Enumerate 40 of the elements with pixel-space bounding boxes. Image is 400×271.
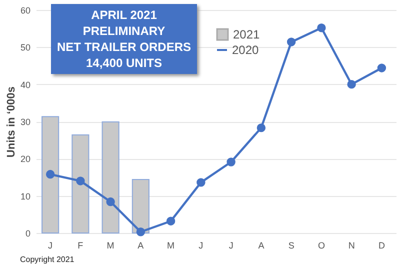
bar [42,116,60,234]
x-tick-label: D [378,240,386,250]
point [46,170,55,179]
point [196,178,206,187]
point [286,38,296,46]
x-tick-label: J [198,240,204,250]
y-tick-label: 50 [20,42,30,53]
legend-label: 2020 [232,43,260,57]
point [106,197,115,206]
point [76,176,85,186]
x-tick-label: O [318,240,325,250]
x-tick-label: A [258,240,264,250]
point [226,158,236,166]
x-tick-label: N [348,240,355,250]
x-tick-label: S [288,240,294,250]
y-tick-label: 60 [20,6,30,16]
x-tick-label: M [167,240,175,250]
bar [72,134,90,234]
y-tick-label: 10 [20,191,30,202]
x-tick-label: J [228,240,234,250]
bar [102,121,120,234]
y-tick-label: 0 [25,228,30,238]
bar [132,178,150,234]
point [256,123,266,132]
title-box: APRIL 2021 PRELIMINARY NET TRAILER ORDERS 14,400 UNITS [51,4,197,74]
text: Copyright 2021 [20,255,74,264]
y-axis-title: Units in ‘000s [5,86,18,158]
x-tick-label: F [78,240,84,250]
point [136,228,146,236]
legend-label: 2021 [233,28,260,42]
x-tick-label: J [48,240,53,250]
x-tick-label: M [106,240,114,250]
y-tick-label: 40 [20,80,30,90]
x-tick-label: A [138,240,144,250]
point [347,80,356,89]
y-tick-label: 20 [20,154,30,164]
y-tick-label: 30 [20,117,30,127]
point [377,64,386,72]
point [166,216,176,226]
point [317,23,326,32]
